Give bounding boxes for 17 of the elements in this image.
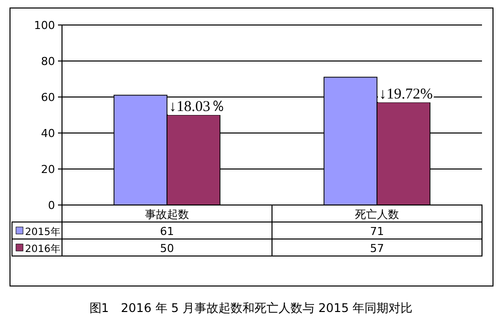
y-tick-label: 40 xyxy=(41,127,55,140)
x-tick-label: 事故起数 xyxy=(145,208,189,221)
data-label: 61 xyxy=(160,225,174,238)
annotation: ↓19.72% xyxy=(379,86,433,102)
x-tick-label: 死亡人数 xyxy=(355,208,399,221)
data-label: 71 xyxy=(370,225,384,238)
legend-label: 2016年 xyxy=(25,243,60,255)
data-label: 57 xyxy=(370,242,384,255)
y-tick-label: 0 xyxy=(48,199,55,212)
y-tick-label: 20 xyxy=(41,163,55,176)
legend-label: 2015年 xyxy=(25,226,60,238)
text: 图1 2016 年 5 月事故起数和死亡人数与 2015 年同期对比 xyxy=(89,301,413,315)
y-tick-label: 60 xyxy=(41,91,55,104)
y-tick-label: 100 xyxy=(34,19,55,32)
y-tick-label: 80 xyxy=(41,55,55,68)
annotation: ↓18.03％ xyxy=(169,99,226,115)
data-label: 50 xyxy=(160,242,174,255)
